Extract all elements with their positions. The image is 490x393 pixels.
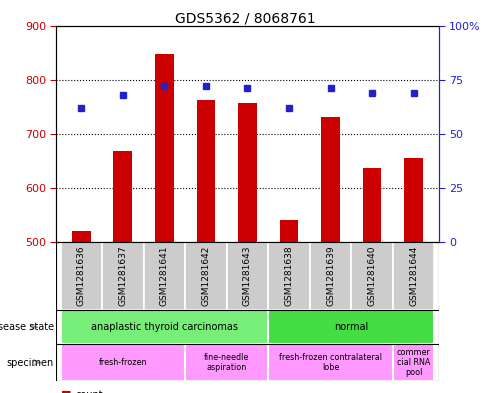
Bar	[114, 151, 132, 242]
Text: GSM1281641: GSM1281641	[160, 245, 169, 306]
Text: GSM1281640: GSM1281640	[368, 245, 377, 306]
Bar	[404, 158, 423, 242]
Bar	[155, 53, 174, 242]
Bar	[268, 310, 435, 344]
Bar	[238, 103, 257, 242]
Bar	[102, 242, 144, 310]
Text: GSM1281636: GSM1281636	[77, 245, 86, 306]
Text: count: count	[76, 390, 103, 393]
Text: disease state: disease state	[0, 322, 54, 332]
Bar	[60, 344, 185, 381]
Text: GSM1281637: GSM1281637	[118, 245, 127, 306]
Text: anaplastic thyroid carcinomas: anaplastic thyroid carcinomas	[91, 322, 238, 332]
Bar	[393, 344, 435, 381]
Text: GSM1281638: GSM1281638	[285, 245, 294, 306]
Text: fresh-frozen contralateral
lobe: fresh-frozen contralateral lobe	[279, 353, 382, 372]
Bar	[363, 168, 381, 242]
Text: GSM1281642: GSM1281642	[201, 245, 210, 305]
Text: ■: ■	[61, 390, 72, 393]
Text: normal: normal	[334, 322, 368, 332]
Bar	[310, 242, 351, 310]
Text: fine-needle
aspiration: fine-needle aspiration	[204, 353, 249, 372]
Bar	[185, 242, 227, 310]
Text: specimen: specimen	[7, 358, 54, 367]
Bar	[185, 344, 268, 381]
Bar	[144, 242, 185, 310]
Bar	[393, 242, 435, 310]
Text: GSM1281639: GSM1281639	[326, 245, 335, 306]
Bar	[196, 100, 215, 242]
Text: GSM1281643: GSM1281643	[243, 245, 252, 306]
Bar	[351, 242, 393, 310]
Bar	[280, 220, 298, 242]
Bar	[268, 344, 393, 381]
Bar	[60, 242, 102, 310]
Text: GDS5362 / 8068761: GDS5362 / 8068761	[175, 12, 315, 26]
Bar	[321, 118, 340, 242]
Text: GSM1281644: GSM1281644	[409, 245, 418, 305]
Bar	[268, 242, 310, 310]
Bar	[60, 310, 268, 344]
Text: commer
cial RNA
pool: commer cial RNA pool	[397, 348, 431, 377]
Text: fresh-frozen: fresh-frozen	[98, 358, 147, 367]
Bar	[72, 231, 91, 242]
Bar	[227, 242, 268, 310]
